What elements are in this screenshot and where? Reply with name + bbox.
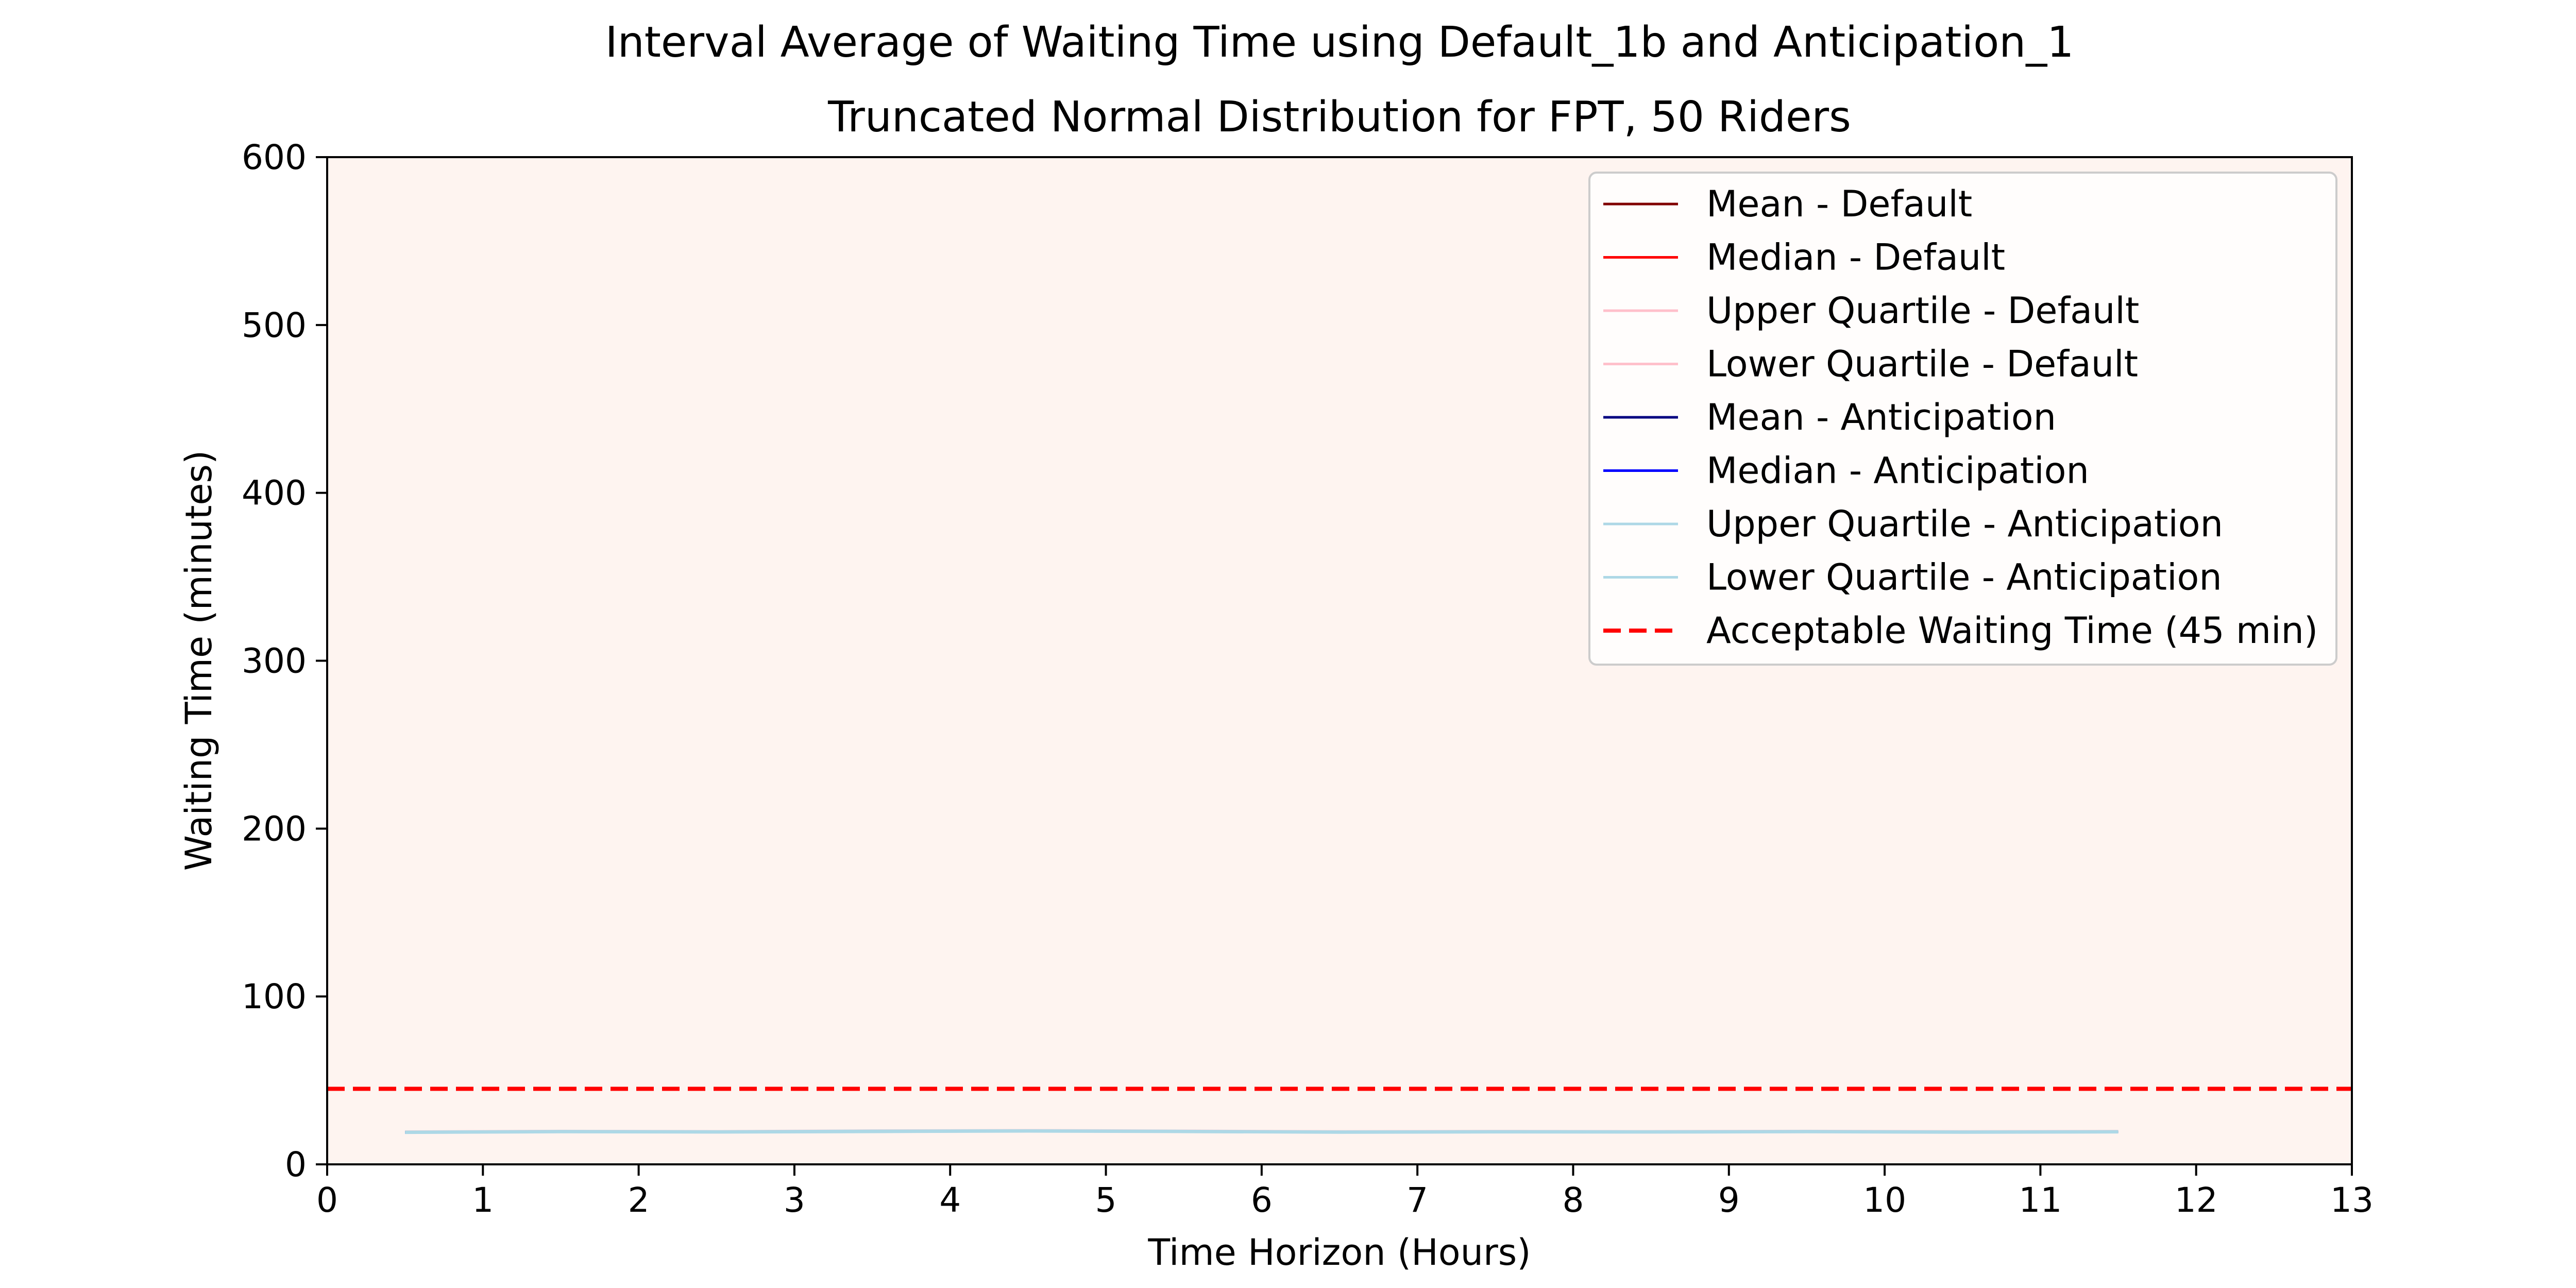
legend-label: Mean - Anticipation	[1706, 396, 2056, 438]
x-tick-label: 1	[472, 1180, 494, 1220]
legend-label: Median - Default	[1706, 236, 2005, 279]
series-lines	[405, 1129, 2119, 1134]
x-tick-label: 9	[1718, 1180, 1740, 1220]
x-axis-label: Time Horizon (Hours)	[1147, 1231, 1531, 1274]
y-tick-label: 300	[242, 641, 307, 681]
x-tick-label: 8	[1562, 1180, 1584, 1220]
legend: Mean - Default Median - Default Upper Quar…	[1588, 172, 2337, 666]
y-tick-label: 200	[242, 809, 307, 849]
x-tick-label: 2	[628, 1180, 650, 1220]
legend-label: Lower Quartile - Default	[1706, 343, 2138, 385]
legend-label: Upper Quartile - Anticipation	[1706, 503, 2223, 545]
x-tick-label: 3	[784, 1180, 805, 1220]
series-line	[405, 1130, 2119, 1134]
legend-label: Median - Anticipation	[1706, 450, 2089, 492]
x-tick-label: 10	[1863, 1180, 1906, 1220]
chart-subtitle: Truncated Normal Distribution for FPT, 5…	[827, 93, 1851, 142]
y-axis-label: Waiting Time (minutes)	[178, 450, 220, 871]
series-line	[405, 1129, 2119, 1133]
legend-label: Lower Quartile - Anticipation	[1706, 556, 2222, 599]
legend-label: Acceptable Waiting Time (45 min)	[1706, 609, 2318, 652]
y-tick-label: 600	[242, 138, 307, 177]
x-tick-label: 4	[939, 1180, 961, 1220]
x-tick-label: 0	[316, 1180, 338, 1220]
y-tick-label: 100	[242, 977, 307, 1016]
plot-frame	[326, 156, 2353, 1165]
x-tick-label: 5	[1095, 1180, 1117, 1220]
x-tick-label: 6	[1251, 1180, 1273, 1220]
y-tick-label: 500	[242, 306, 307, 345]
x-tick-label: 12	[2175, 1180, 2218, 1220]
y-tick-label: 400	[242, 473, 307, 513]
x-tick-label: 13	[2330, 1180, 2374, 1220]
x-tick-label: 11	[2019, 1180, 2062, 1220]
legend-label: Upper Quartile - Default	[1706, 290, 2139, 332]
x-tick-label: 7	[1406, 1180, 1428, 1220]
legend-box	[1588, 172, 2337, 666]
chart-title: Interval Average of Waiting Time using D…	[605, 18, 2074, 67]
legend-label: Mean - Default	[1706, 183, 1972, 225]
y-tick-label: 0	[285, 1145, 307, 1184]
